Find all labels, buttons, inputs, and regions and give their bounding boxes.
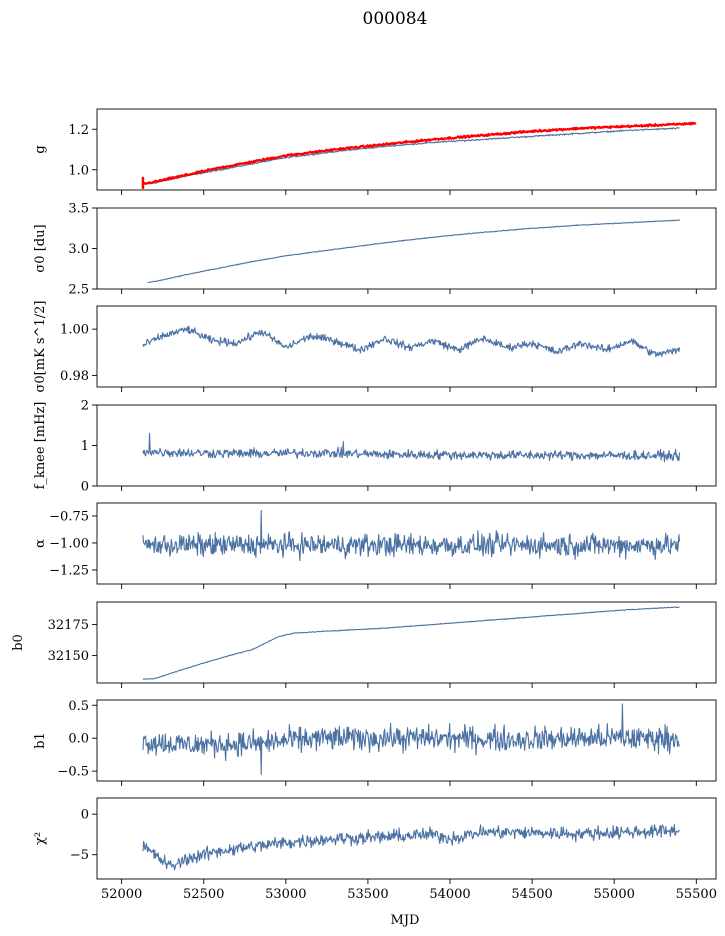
y-axis-label: σ0[mK s^1/2] [33,301,48,393]
panel-3: 0.98 1.00 σ0[mK s^1/2] [33,301,717,393]
series-line-2 [142,121,697,185]
panels: 1.0 1.2 g 2.5 3.0 3.5 σ0 [du] 0.98 1.00 σ0[mK s^1… [11,108,717,902]
y-tick-label: −0.5 [57,765,89,780]
axes-frame [96,601,717,684]
x-tick-label: 53500 [347,887,388,902]
y-tick-label: −1.25 [49,563,89,578]
series-line-1 [147,219,680,284]
y-axis-label: b0 [11,634,26,651]
y-tick-label: 0.5 [68,699,89,714]
y-tick-label: 3.5 [68,202,89,217]
panel-1: 1.0 1.2 g [33,108,717,195]
panel-4: 0 1 2 f_knee [mHz] [33,399,717,495]
y-axis-label: b1 [33,732,48,749]
axes-frame [96,305,717,388]
panel-5: −1.25 −1.00 −0.75 α [33,502,717,589]
y-tick-label: 0 [81,480,89,495]
x-tick-label: 54500 [511,887,552,902]
series-line-1 [142,703,680,775]
x-tick-label: 55500 [676,887,717,902]
series-line-1 [142,432,681,463]
axes-frame [96,207,717,290]
series-line-1 [142,606,680,680]
y-tick-label: 32175 [48,618,89,633]
y-tick-label: 2 [81,399,89,414]
y-axis-label: χ² [33,832,48,845]
series-line-1 [142,824,680,871]
panel-6: 32150 32175 b0 [11,601,717,688]
y-tick-label: 0.0 [68,732,89,747]
axes-frame [96,797,717,880]
y-axis-label: σ0 [du] [33,224,48,272]
y-tick-label: 32150 [48,649,89,664]
y-axis-label: f_knee [mHz] [33,402,48,490]
x-tick-label: 52000 [101,887,142,902]
figure-title: 000084 [363,9,428,29]
panel-7: −0.5 0.0 0.5 b1 [33,699,717,786]
y-tick-label: 2.5 [68,283,89,298]
x-tick-label: 55000 [594,887,635,902]
series-line-1 [142,127,680,185]
axes-frame [96,108,717,191]
axes-frame [96,699,717,782]
y-tick-label: 1.00 [60,323,89,338]
panel-8: 52000 52500 53000 53500 54000 54500 55000 55500… [33,797,717,902]
y-tick-label: −0.75 [49,509,89,524]
y-tick-label: 1.2 [68,123,89,138]
y-axis-label: α [33,539,48,548]
axes-frame [96,404,717,487]
x-tick-label: 52500 [183,887,224,902]
y-tick-label: 1 [81,439,89,454]
y-tick-label: −5 [70,848,89,863]
series-line-1 [142,510,681,562]
y-tick-label: 0.98 [60,369,89,384]
y-axis-label: g [33,145,48,153]
series-line-1 [142,325,681,358]
axes-frame [96,502,717,585]
y-tick-label: 1.0 [68,163,89,178]
x-tick-label: 54000 [429,887,470,902]
y-tick-label: 0 [81,808,89,823]
y-tick-label: −1.00 [49,536,89,551]
panel-2: 2.5 3.0 3.5 σ0 [du] [33,202,717,298]
x-axis-label: MJD [391,913,420,928]
y-tick-label: 3.0 [68,242,89,257]
x-tick-label: 53000 [265,887,306,902]
